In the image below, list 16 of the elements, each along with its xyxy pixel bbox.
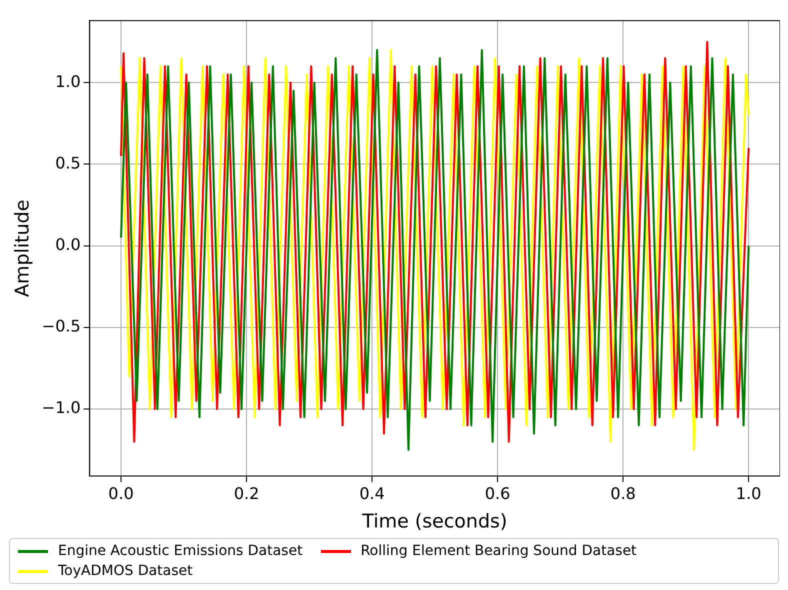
x-tick-label: 0.6 — [484, 484, 510, 503]
x-tick-label: 0.4 — [359, 484, 385, 503]
legend-label: Engine Acoustic Emissions Dataset — [58, 543, 303, 559]
y-axis-title: Amplitude — [11, 200, 34, 297]
y-tick-label: 0.0 — [55, 235, 81, 254]
x-tick-label: 0.8 — [610, 484, 636, 503]
x-axis-title: Time (seconds) — [361, 510, 508, 533]
x-tick-label: 0.2 — [234, 484, 260, 503]
y-tick-label: 1.0 — [55, 72, 81, 91]
y-tick-label: 0.5 — [55, 153, 81, 172]
x-tick-label: 1.0 — [736, 484, 762, 503]
x-tick-label: 0.0 — [108, 484, 134, 503]
legend-label: Rolling Element Bearing Sound Dataset — [360, 543, 637, 559]
y-tick-label: −1.0 — [42, 398, 81, 418]
legend-label: ToyADMOS Dataset — [58, 563, 193, 579]
y-tick-label: −0.5 — [42, 316, 81, 336]
